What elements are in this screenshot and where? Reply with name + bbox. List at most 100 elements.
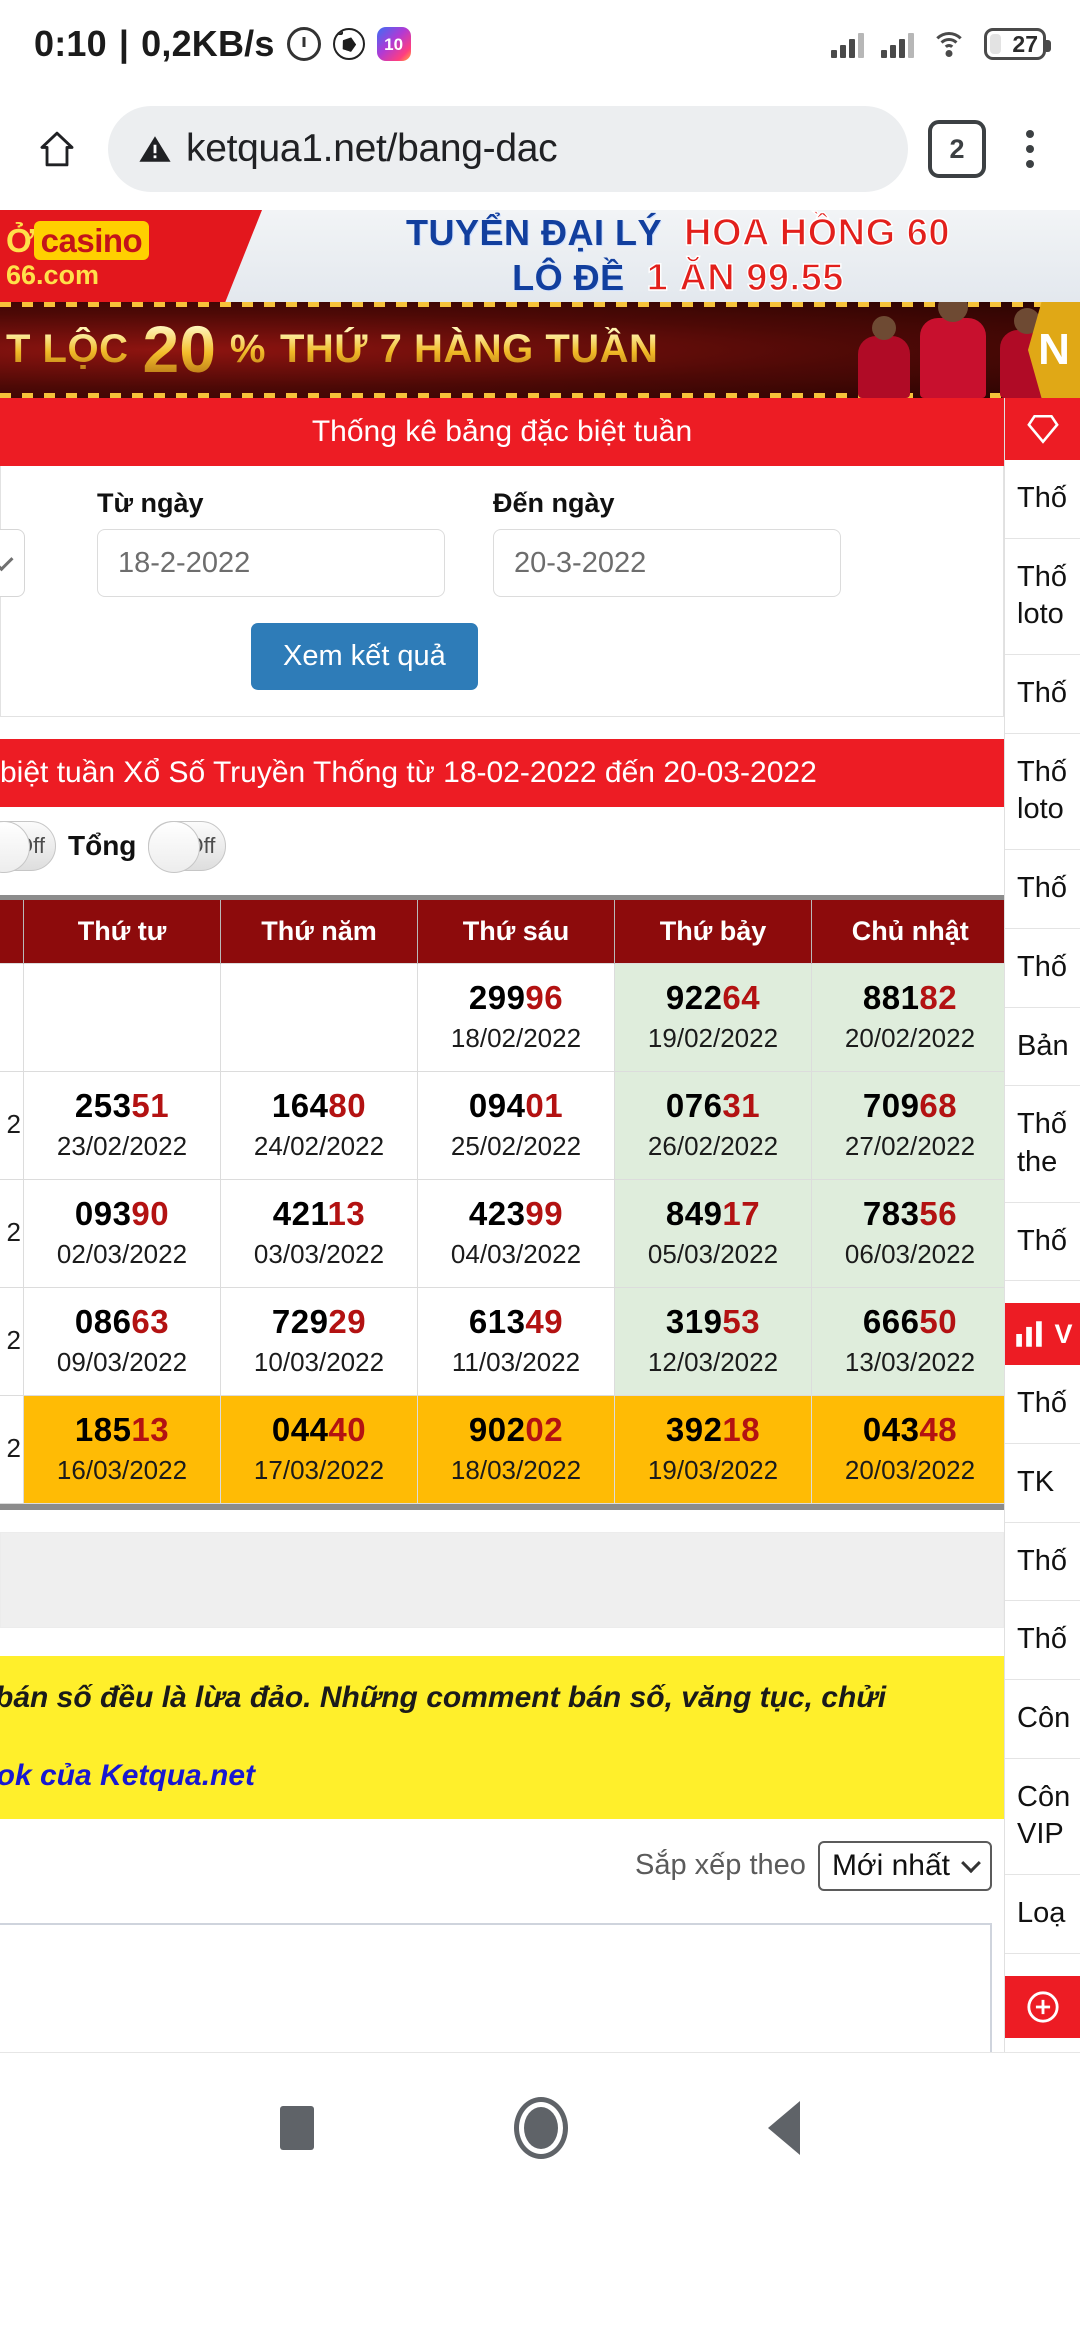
sort-value: Mới nhất	[831, 1848, 950, 1882]
table-cell-result: 07631 26/02/2022	[614, 1071, 812, 1180]
notice-facebook-link[interactable]: book của Ketqua.net	[0, 1758, 256, 1792]
wifi-icon	[931, 30, 967, 58]
status-time: 0:10	[34, 23, 107, 64]
status-bar: 0:10 | 0,2KB/s 10 27	[0, 0, 1080, 88]
table-cell-result: 08663 09/03/2022	[23, 1287, 221, 1396]
status-bar-right: 27	[831, 28, 1051, 60]
from-date-input[interactable]: 18-2-2022	[97, 529, 445, 597]
tab-count-button[interactable]: 2	[928, 120, 986, 178]
result-number: 29996	[468, 978, 564, 1016]
ad-banner-promo[interactable]: T LỘC 20 % THỨ 7 HÀNG TUẦN N	[0, 302, 1080, 398]
result-date: 26/02/2022	[647, 1130, 779, 1161]
submit-button[interactable]: Xem kết quả	[251, 623, 478, 690]
result-date: 19/02/2022	[647, 1022, 779, 1053]
circle-home-icon[interactable]	[514, 2096, 568, 2159]
results-title: biệt tuần Xổ Số Truyền Thống từ 18-02-20…	[0, 739, 1004, 807]
table-col-header: Thứ tư	[23, 900, 221, 964]
chevron-down-icon	[0, 546, 14, 571]
from-date-field: Từ ngày 18-2-2022	[97, 488, 445, 597]
sidebar-section-header	[1005, 1975, 1080, 2038]
network-speed: 0,2KB/s	[141, 23, 275, 64]
result-date: 09/03/2022	[56, 1346, 188, 1377]
ad-line2-red: 1 ĂN 99.55	[646, 256, 844, 299]
table-row: 29996 18/02/2022 92264 19/02/2022 88182 20/02…	[0, 963, 1009, 1072]
result-number: 31953	[665, 1302, 761, 1340]
result-number: 18513	[74, 1410, 170, 1448]
table-col-header	[0, 900, 24, 964]
sidebar-item[interactable]: Thố	[1005, 1365, 1080, 1444]
result-number: 78356	[862, 1194, 958, 1232]
result-number: 61349	[468, 1302, 564, 1340]
sidebar-item[interactable]: Thố	[1005, 1203, 1080, 1282]
sort-select[interactable]: Mới nhất	[817, 1840, 992, 1891]
sidebar-item[interactable]: Thố	[1005, 1601, 1080, 1680]
table-header-row: Thứ tư Thứ năm Thứ sáu Thứ bảy Chủ nhật	[0, 900, 1009, 964]
table-col-header: Thứ bảy	[614, 900, 812, 964]
result-number: 39218	[665, 1410, 761, 1448]
lottery-select[interactable]	[0, 529, 25, 597]
chevron-down-icon	[961, 1852, 981, 1873]
result-date: 06/03/2022	[844, 1238, 976, 1269]
browser-toolbar: ketqua1.net/bang-dac 2	[0, 88, 1080, 210]
sidebar-item[interactable]: Thố loto	[1005, 734, 1080, 851]
sidebar-item[interactable]: Côn	[1005, 1680, 1080, 1759]
sidebar-item[interactable]: Thố	[1005, 460, 1080, 539]
overflow-menu-icon[interactable]	[1006, 118, 1054, 180]
warning-triangle-icon	[139, 136, 171, 162]
sidebar-gap	[1005, 1281, 1080, 1303]
sidebar-item[interactable]: Thố the	[1005, 1086, 1080, 1203]
result-number: 92264	[665, 978, 761, 1016]
android-nav-bar	[0, 2052, 1080, 2202]
table-cell-result: 90202 18/03/2022	[417, 1395, 615, 1504]
battery-icon: 27	[984, 28, 1051, 60]
table-cell-result: 70968 27/02/2022	[811, 1071, 1009, 1180]
result-date: 19/03/2022	[647, 1454, 779, 1485]
sidebar-item[interactable]: Bản	[1005, 1008, 1080, 1087]
sidebar-item[interactable]: Thố	[1005, 929, 1080, 1008]
url-bar[interactable]: ketqua1.net/bang-dac	[108, 106, 908, 192]
home-icon[interactable]	[26, 118, 88, 180]
table-cell-result: 04348 20/03/2022	[811, 1395, 1009, 1504]
result-date: 25/02/2022	[450, 1130, 582, 1161]
sidebar-item[interactable]: Cầu	[1005, 2038, 1080, 2052]
result-number: 66650	[862, 1302, 958, 1340]
plus-circle-icon	[1026, 1990, 1060, 2024]
toggle-right[interactable]: Off	[148, 821, 227, 873]
table-cell-date-tail: 2	[0, 1287, 24, 1396]
sidebar-section-header: V	[1005, 1303, 1080, 1366]
to-date-field: Đến ngày 20-3-2022	[493, 488, 841, 597]
triangle-back-icon[interactable]	[768, 2100, 800, 2155]
table-cell-result: 29996 18/02/2022	[417, 963, 615, 1072]
sidebar-item[interactable]: Thố	[1005, 850, 1080, 929]
sidebar-item[interactable]: Thố loto	[1005, 539, 1080, 656]
table-body: 29996 18/02/2022 92264 19/02/2022 88182 20/02…	[0, 963, 1009, 1504]
app-notification-icon: 10	[376, 27, 411, 61]
result-date: 05/03/2022	[647, 1238, 779, 1269]
square-recents-icon[interactable]	[280, 2105, 314, 2150]
ad-brand-domain: 66.com	[6, 259, 100, 290]
ad-placeholder-box	[0, 1532, 1004, 1628]
sidebar-item[interactable]: Côn VIP	[1005, 1759, 1080, 1876]
sidebar-item[interactable]: TK	[1005, 1444, 1080, 1523]
signal-bars-icon-2	[881, 30, 914, 58]
result-date: 20/03/2022	[844, 1454, 976, 1485]
sidebar-item[interactable]: Thố	[1005, 1523, 1080, 1602]
ad-copy-block: TUYỂN ĐẠI LÝ HOA HỒNG 60 LÔ ĐỀ 1 ĂN 99.5…	[262, 210, 1080, 302]
table-row: 2 09390 02/03/2022 42113 03/03/2022 42399 04/0…	[0, 1179, 1009, 1288]
result-date: 12/03/2022	[647, 1346, 779, 1377]
sidebar-item[interactable]: Thố	[1005, 655, 1080, 734]
table-cell-result	[220, 963, 418, 1072]
main-content: Thống kê bảng đặc biệt tuần Từ ngày 18-2…	[0, 398, 1009, 2052]
status-separator: |	[118, 23, 130, 64]
toggle-left[interactable]: Off	[0, 821, 56, 873]
sidebar-item[interactable]: Loạ	[1005, 1875, 1080, 1954]
result-date: 13/03/2022	[844, 1346, 976, 1377]
to-date-input[interactable]: 20-3-2022	[493, 529, 841, 597]
battery-level: 27	[1012, 30, 1038, 57]
ad-players-image	[850, 302, 1080, 398]
comment-textarea[interactable]	[0, 1922, 992, 2052]
table-col-header: Thứ sáu	[417, 900, 615, 964]
